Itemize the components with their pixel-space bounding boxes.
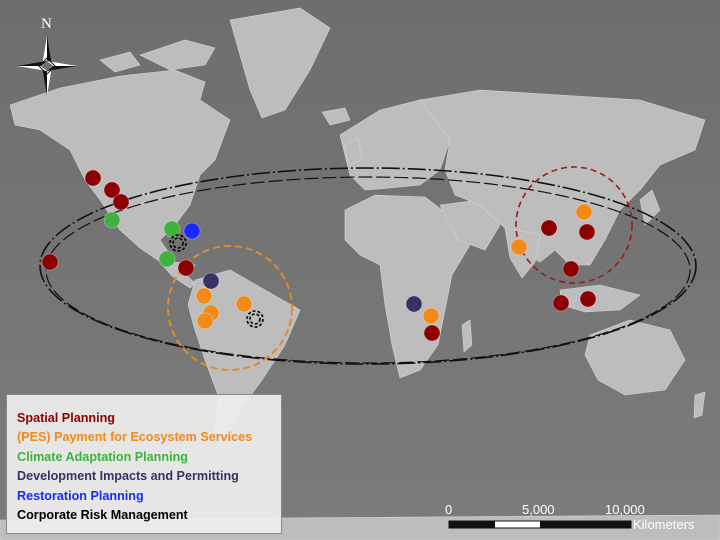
marker-corporate <box>172 237 184 249</box>
legend: Spatial Planning (PES) Payment for Ecosy… <box>6 394 282 534</box>
asia <box>419 89 706 266</box>
marker-spatial <box>84 169 102 187</box>
scale-bar: 0 5,000 10,000 Kilometers <box>445 502 695 532</box>
marker-spatial <box>112 193 130 211</box>
marker-climate <box>103 211 121 229</box>
arctic-islands-2 <box>99 51 141 73</box>
legend-item-spatial: Spatial Planning <box>17 411 115 425</box>
marker-pes <box>575 203 593 221</box>
north-label: N <box>41 16 52 32</box>
legend-item-climate: Climate Adaptation Planning <box>17 449 188 464</box>
north-america <box>9 69 231 273</box>
legend-item-corporate: Corporate Risk Management <box>17 508 188 523</box>
marker-spatial <box>579 290 597 308</box>
marker-pes <box>510 238 528 256</box>
marker-spatial <box>578 223 596 241</box>
marker-spatial <box>552 294 570 312</box>
greenland <box>229 7 331 119</box>
arctic-islands <box>139 39 216 71</box>
australia <box>584 319 686 396</box>
scale-label-0: 0 <box>445 502 452 517</box>
new-zealand <box>693 391 706 419</box>
scale-label-10000: 10,000 <box>605 502 645 517</box>
marker-spatial <box>540 219 558 237</box>
marker-spatial <box>103 181 121 199</box>
legend-item-pes: (PES) Payment for Ecosystem Services <box>17 430 253 445</box>
iceland <box>321 107 351 126</box>
global-region-outline-inner <box>45 176 691 364</box>
north-arrow: N <box>17 16 77 96</box>
project-markers <box>41 169 597 342</box>
marker-spatial <box>41 253 59 271</box>
legend-item-restoration: Restoration Planning <box>17 488 144 503</box>
marker-development <box>405 295 423 313</box>
marker-pes <box>422 307 440 325</box>
central-america <box>159 261 196 289</box>
marker-spatial <box>177 259 195 277</box>
marker-corporate <box>246 310 264 328</box>
south-america-region-outline <box>167 245 293 371</box>
marker-spatial <box>423 324 441 342</box>
madagascar <box>461 319 473 353</box>
legend-item-development: Development Impacts and Permitting <box>17 469 239 484</box>
marker-pes <box>195 287 213 305</box>
scale-unit: Kilometers <box>633 517 695 532</box>
marker-spatial <box>562 260 580 278</box>
japan <box>639 189 661 226</box>
scale-label-5000: 5,000 <box>522 502 555 517</box>
marker-development <box>202 272 220 290</box>
global-region-outline <box>39 167 697 365</box>
marker-pes <box>235 295 253 313</box>
marker-pes <box>196 312 214 330</box>
marker-corporate <box>249 313 261 325</box>
british-isles <box>344 137 363 166</box>
marker-corporate <box>169 234 187 252</box>
asia-region-outline <box>515 166 633 284</box>
marker-restoration <box>183 222 201 240</box>
marker-climate <box>158 250 176 268</box>
